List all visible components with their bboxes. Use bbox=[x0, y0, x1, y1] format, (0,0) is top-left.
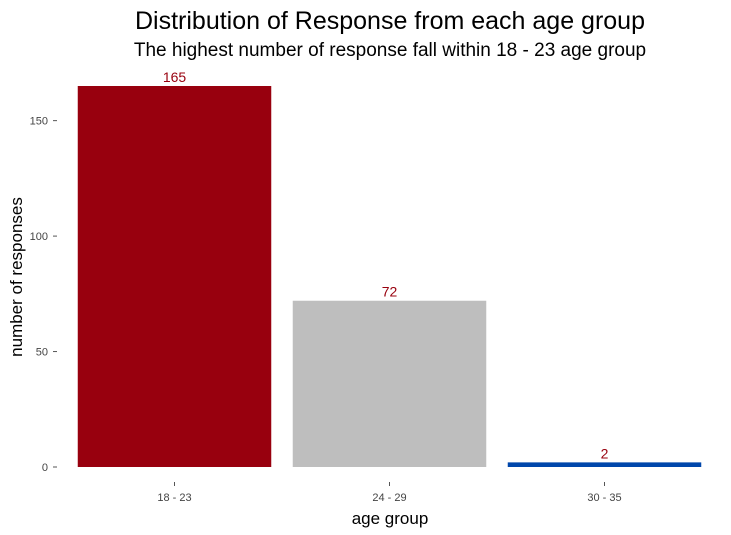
y-tick-label: 100 bbox=[30, 231, 48, 243]
x-axis: 18 - 23 24 - 29 30 - 35 bbox=[157, 482, 622, 504]
y-tick-label: 150 bbox=[30, 116, 48, 128]
chart-title: Distribution of Response from each age g… bbox=[135, 7, 645, 35]
bar bbox=[507, 462, 702, 467]
chart-subtitle: The highest number of response fall with… bbox=[134, 40, 646, 61]
bars-group: 165 72 2 bbox=[77, 69, 702, 467]
y-tick-label: 50 bbox=[36, 347, 48, 359]
y-tick-label: 0 bbox=[42, 462, 48, 474]
bar bbox=[292, 300, 487, 467]
x-axis-title: age group bbox=[352, 509, 429, 528]
data-label: 165 bbox=[163, 69, 187, 85]
bar bbox=[77, 86, 272, 467]
y-axis-title: number of responses bbox=[7, 197, 26, 357]
x-tick-label: 18 - 23 bbox=[157, 492, 191, 504]
x-tick-label: 24 - 29 bbox=[372, 492, 406, 504]
data-label: 72 bbox=[382, 284, 398, 300]
data-label: 2 bbox=[601, 445, 609, 461]
y-axis: 0 50 100 150 bbox=[30, 116, 57, 474]
x-tick-label: 30 - 35 bbox=[587, 492, 621, 504]
